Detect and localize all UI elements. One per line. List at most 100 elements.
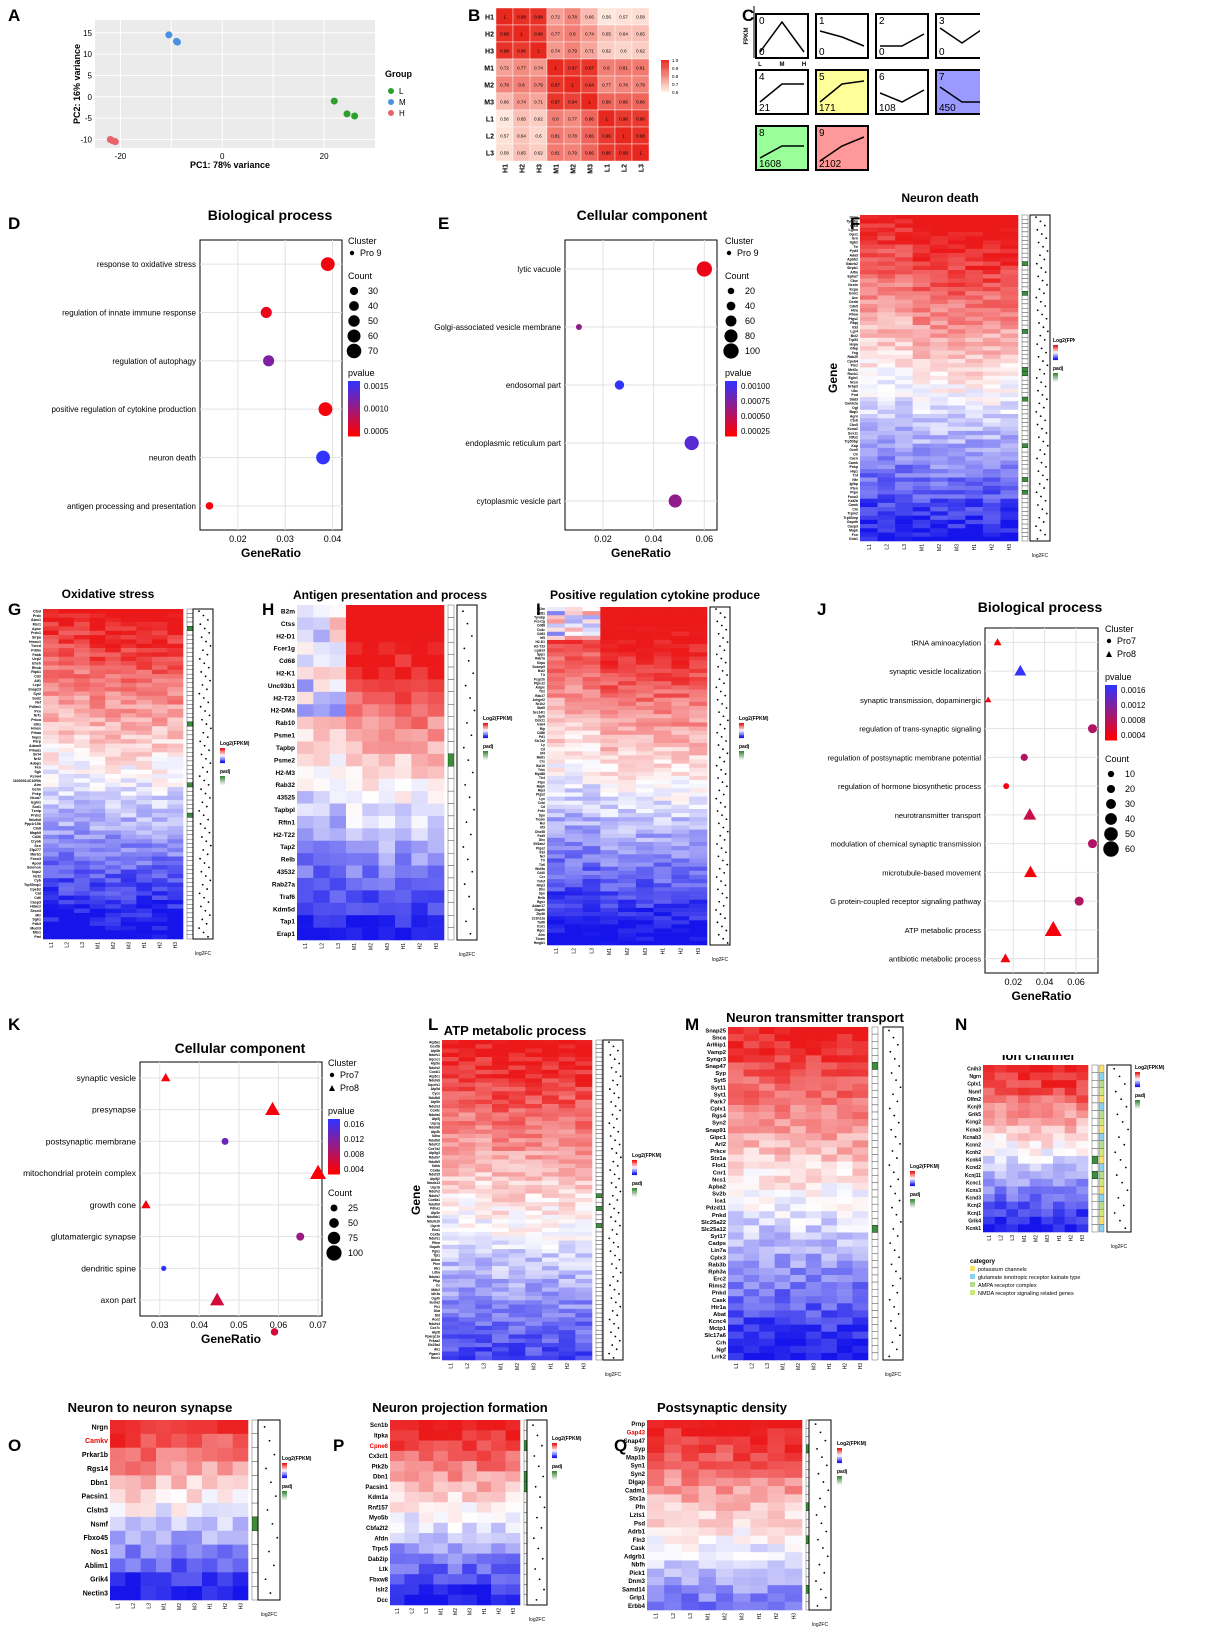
heatmap-padj-cell [186,786,194,792]
heatmap-cell [836,1083,853,1092]
heatmap-cell [689,693,708,698]
corr-legend-strip [661,88,669,91]
heatmap-cell [965,519,984,525]
heatmap-cell [575,1313,593,1318]
dotplot-legend-pvalue-label: 0.016 [344,1120,365,1129]
heatmap-cell [542,1082,559,1088]
heatmap-gene-label: Trp53bp [844,440,858,444]
dotplot-legend-pvalue-label: 0.0016 [1121,686,1146,695]
heatmap-log2fc-point [722,826,725,829]
heatmap-cell [475,1291,493,1297]
heatmap-cell [653,738,672,744]
heatmap-cell [1000,447,1019,453]
heatmap-cell [89,791,106,797]
heatmap-cell [151,756,168,762]
heatmap-cell [1000,358,1019,364]
heatmap-cell [600,796,619,802]
heatmap-cell [653,668,672,674]
heatmap-cell [411,642,428,655]
heatmap-cell [912,253,931,258]
heatmap-padj-cell [595,1133,603,1139]
heatmap-log2fc-point [1041,394,1044,396]
heatmap-cell [635,936,654,942]
heatmap-cell [982,286,1001,292]
heatmap-cell [74,687,90,692]
heatmap-cell [508,1334,526,1339]
heatmap-cell [743,1097,760,1106]
heatmap-cell [558,1112,576,1118]
heatmap-cell [982,422,1001,427]
heatmap-cell [1000,456,1019,461]
heatmap-cell [947,422,966,427]
heatmap-cell [930,507,949,512]
heatmap-cell [575,1168,593,1173]
heatmap-cell [912,392,931,398]
heatmap-log2fc-point [1038,516,1041,519]
heatmap-gene-label: Grm1 [849,292,858,296]
heatmap-padj-cell [1021,485,1029,491]
dotplot-legend-gradient [1105,721,1117,724]
heatmap-cell [982,469,1001,474]
heatmap-cell [930,460,949,466]
corr-legend-strip [661,69,669,72]
heatmap-cell [167,869,184,875]
heatmap-cell [895,464,913,470]
heatmap-cell [43,674,59,679]
heatmap-gene-label: Nlrp3 [537,883,546,887]
heatmap-cell [635,928,654,933]
heatmap-atp-metabolic-process: ATP metabolic processAtp5a1Cox5bAtp5bNdu… [410,1023,662,1378]
heatmap-cell [475,1086,493,1092]
heatmap-log2fc-point [200,636,203,639]
heatmap-cell [689,631,708,637]
heatmap-cell [58,847,75,853]
heatmap-cell [947,536,966,542]
heatmap-padj-cell [1021,329,1029,334]
heatmap-log2fc-point [721,781,724,784]
heatmap-cell [1000,346,1019,351]
heatmap-cell [965,375,984,381]
heatmap-cell [836,1069,853,1077]
heatmap-cell [89,925,106,931]
heatmap-cell [618,792,637,797]
heatmap-cell [508,1321,526,1327]
dotplot-legend-count-label: 80 [745,331,755,341]
heatmap-cell [442,1232,459,1237]
heatmap-col-label: L2 [64,942,70,948]
heatmap-cell [458,1099,476,1105]
heatmap-cell [458,1244,476,1250]
heatmap-cell [582,747,601,752]
heatmap-gene-label: Ldha [432,1271,440,1275]
heatmap-gene-label: Tnf [853,474,859,478]
heatmap-cell [525,1236,543,1241]
heatmap-gene-label: Cox7c [430,1326,440,1330]
corr-cell-value: 0.64 [619,32,628,37]
heatmap-cell [458,1197,476,1203]
heatmap-cell [575,1112,593,1118]
heatmap-cell [877,291,896,296]
heatmap-cell [895,409,913,415]
heatmap-cell [329,853,347,866]
dotplot-point [668,494,682,508]
heatmap-log2fc-point [1039,254,1041,257]
heatmap-cell [860,397,878,402]
heatmap-cell [1000,312,1019,317]
dotplot-xlabel: GeneRatio [241,546,301,560]
heatmap-cell [635,652,654,657]
heatmap-cell [120,925,137,931]
heatmap-cell [852,1048,869,1056]
heatmap-cell [525,1287,543,1293]
heatmap-padj-cell [1021,473,1029,478]
heatmap-cell [635,862,654,867]
heatmap-cell [43,821,59,827]
heatmap-cell [346,753,363,767]
heatmap-cell [89,878,106,883]
heatmap-cell [151,873,168,879]
heatmap-cell [542,1283,559,1288]
heatmap-cell [575,1142,593,1147]
corr-legend-strip [661,60,669,62]
heatmap-legend-fpkm-strip [220,757,225,759]
heatmap-padj-cell [186,717,194,723]
heatmap-cell [564,607,583,612]
heatmap-cell [895,430,913,436]
heatmap-cell [689,850,708,855]
